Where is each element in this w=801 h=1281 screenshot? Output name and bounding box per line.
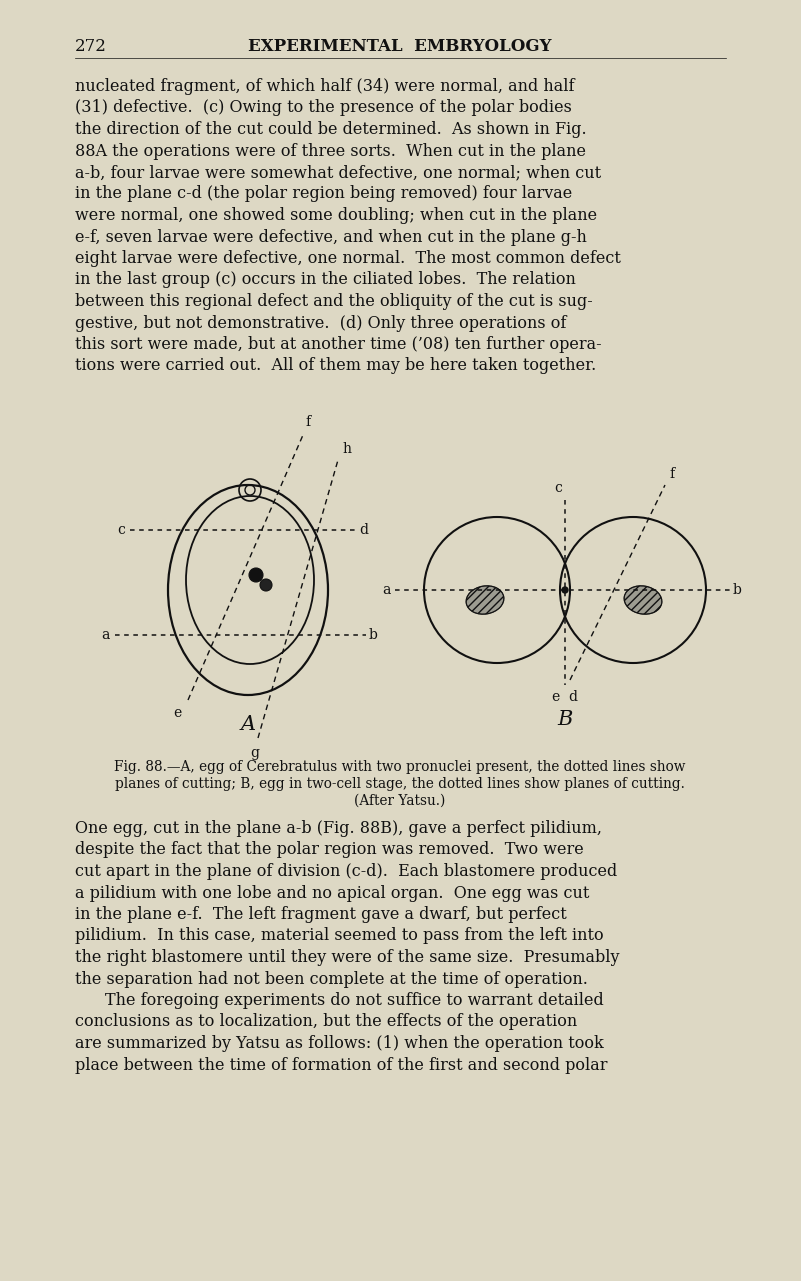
Text: cut apart in the plane of division (c-d).  Each blastomere produced: cut apart in the plane of division (c-d)… <box>75 863 618 880</box>
Text: eight larvae were defective, one normal.  The most common defect: eight larvae were defective, one normal.… <box>75 250 621 266</box>
Text: e: e <box>552 690 560 705</box>
Circle shape <box>562 587 568 593</box>
Text: a-b, four larvae were somewhat defective, one normal; when cut: a-b, four larvae were somewhat defective… <box>75 164 601 181</box>
Text: conclusions as to localization, but the effects of the operation: conclusions as to localization, but the … <box>75 1013 578 1030</box>
Text: the separation had not been complete at the time of operation.: the separation had not been complete at … <box>75 971 588 988</box>
Text: 88A the operations were of three sorts.  When cut in the plane: 88A the operations were of three sorts. … <box>75 142 586 160</box>
Text: gestive, but not demonstrative.  (d) Only three operations of: gestive, but not demonstrative. (d) Only… <box>75 315 566 332</box>
Ellipse shape <box>466 585 504 614</box>
Text: f: f <box>669 468 674 480</box>
Text: in the plane e-f.  The left fragment gave a dwarf, but perfect: in the plane e-f. The left fragment gave… <box>75 906 567 924</box>
Text: a: a <box>102 628 110 642</box>
Text: f: f <box>305 415 310 429</box>
Text: the right blastomere until they were of the same size.  Presumably: the right blastomere until they were of … <box>75 949 619 966</box>
Text: planes of cutting; B, egg in two-cell stage, the dotted lines show planes of cut: planes of cutting; B, egg in two-cell st… <box>115 778 685 790</box>
Text: in the plane c-d (the polar region being removed) four larvae: in the plane c-d (the polar region being… <box>75 186 572 202</box>
Text: A: A <box>240 715 256 734</box>
Text: h: h <box>342 442 351 456</box>
Text: place between the time of formation of the first and second polar: place between the time of formation of t… <box>75 1057 607 1073</box>
Circle shape <box>260 579 272 591</box>
Text: (After Yatsu.): (After Yatsu.) <box>354 794 445 808</box>
Text: EXPERIMENTAL  EMBRYOLOGY: EXPERIMENTAL EMBRYOLOGY <box>248 38 552 55</box>
Text: d: d <box>359 523 368 537</box>
Text: nucleated fragment, of which half (34) were normal, and half: nucleated fragment, of which half (34) w… <box>75 78 574 95</box>
Text: are summarized by Yatsu as follows: (1) when the operation took: are summarized by Yatsu as follows: (1) … <box>75 1035 604 1052</box>
Text: e: e <box>174 706 182 720</box>
Text: B: B <box>557 710 573 729</box>
Text: pilidium.  In this case, material seemed to pass from the left into: pilidium. In this case, material seemed … <box>75 927 604 944</box>
Text: One egg, cut in the plane a-b (Fig. 88B), gave a perfect pilidium,: One egg, cut in the plane a-b (Fig. 88B)… <box>75 820 602 836</box>
Text: e-f, seven larvae were defective, and when cut in the plane g-h: e-f, seven larvae were defective, and wh… <box>75 228 587 246</box>
Text: b: b <box>369 628 378 642</box>
Text: a: a <box>383 583 391 597</box>
Text: this sort were made, but at another time (’08) ten further opera-: this sort were made, but at another time… <box>75 336 602 354</box>
Text: in the last group (c) occurs in the ciliated lobes.  The relation: in the last group (c) occurs in the cili… <box>75 272 576 288</box>
Text: d: d <box>568 690 577 705</box>
Text: tions were carried out.  All of them may be here taken together.: tions were carried out. All of them may … <box>75 357 596 374</box>
Text: 272: 272 <box>75 38 107 55</box>
Text: were normal, one showed some doubling; when cut in the plane: were normal, one showed some doubling; w… <box>75 208 597 224</box>
Text: g: g <box>251 746 260 760</box>
Text: The foregoing experiments do not suffice to warrant detailed: The foregoing experiments do not suffice… <box>105 991 604 1009</box>
Ellipse shape <box>624 585 662 614</box>
Text: Fig. 88.—A, egg of Cerebratulus with two pronuclei present, the dotted lines sho: Fig. 88.—A, egg of Cerebratulus with two… <box>115 760 686 774</box>
Text: a pilidium with one lobe and no apical organ.  One egg was cut: a pilidium with one lobe and no apical o… <box>75 884 590 902</box>
Text: c: c <box>117 523 125 537</box>
Text: despite the fact that the polar region was removed.  Two were: despite the fact that the polar region w… <box>75 842 584 858</box>
Text: b: b <box>733 583 742 597</box>
Text: the direction of the cut could be determined.  As shown in Fig.: the direction of the cut could be determ… <box>75 120 586 138</box>
Text: c: c <box>554 480 562 494</box>
Text: (31) defective.  (c) Owing to the presence of the polar bodies: (31) defective. (c) Owing to the presenc… <box>75 100 572 117</box>
Text: between this regional defect and the obliquity of the cut is sug-: between this regional defect and the obl… <box>75 293 593 310</box>
Circle shape <box>249 567 263 582</box>
